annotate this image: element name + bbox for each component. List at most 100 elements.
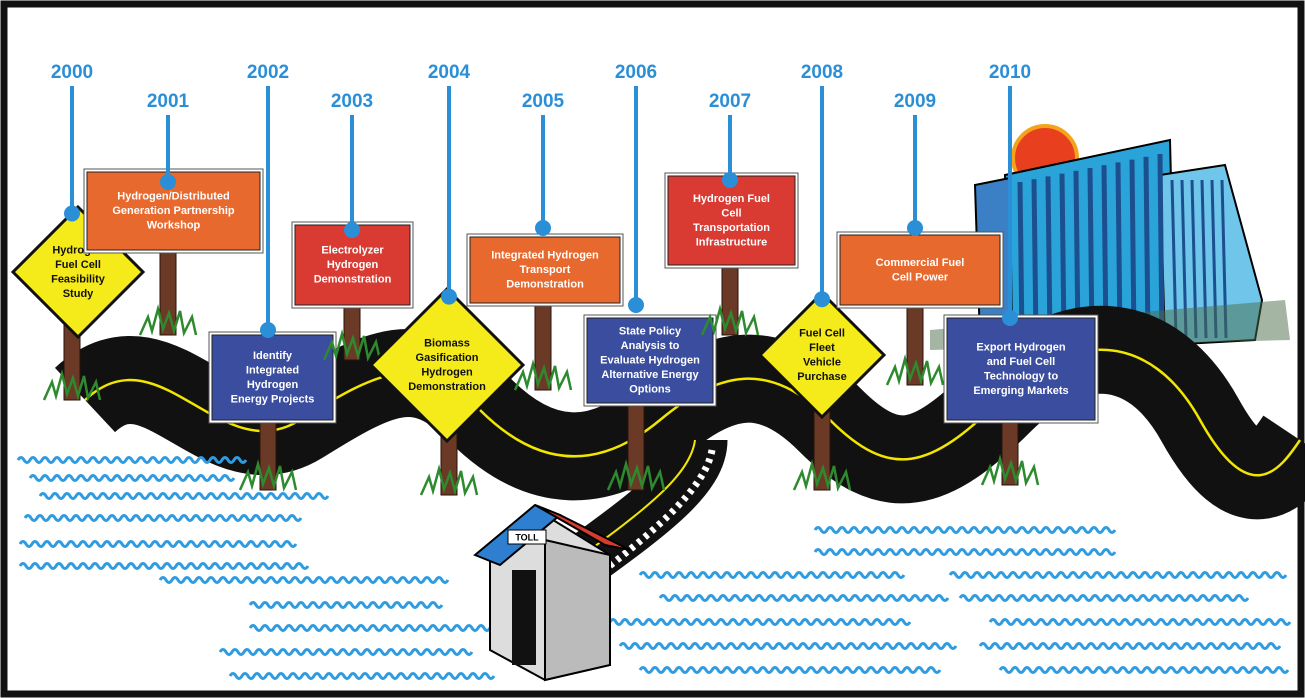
year-label: 2002 bbox=[247, 62, 289, 83]
wave bbox=[608, 618, 912, 626]
sign-text: Commercial Fuel Cell Power bbox=[876, 257, 965, 284]
window-stripe bbox=[1031, 179, 1039, 341]
sign-post bbox=[159, 239, 177, 336]
sign-text: Identify Integrated Hydrogen Energy Project… bbox=[231, 350, 315, 406]
sign-board bbox=[667, 175, 796, 266]
sign-line: Cell Power bbox=[892, 271, 949, 283]
window-stripe bbox=[1045, 176, 1053, 341]
wave bbox=[218, 648, 474, 656]
pin-dot bbox=[722, 172, 738, 188]
sign-line: Export Hydrogen bbox=[976, 341, 1066, 353]
grass bbox=[238, 459, 298, 492]
pin-dot bbox=[535, 220, 551, 236]
sign-text: Hydrogen Fuel Cell Transportation Infrastru… bbox=[693, 193, 770, 249]
sign-line: Infrastructure bbox=[696, 236, 768, 248]
pin-dot bbox=[628, 297, 644, 313]
grass bbox=[42, 369, 102, 402]
grass bbox=[885, 354, 945, 387]
sign-line: Transport bbox=[520, 264, 571, 276]
sign-line: Evaluate Hydrogen bbox=[600, 354, 700, 366]
wave bbox=[638, 571, 906, 579]
pin-dot bbox=[814, 291, 830, 308]
wave bbox=[813, 526, 1117, 534]
year-label: 2010 bbox=[989, 62, 1031, 83]
year-label: 2000 bbox=[51, 62, 93, 83]
wave bbox=[16, 456, 248, 464]
wave bbox=[813, 548, 1117, 556]
wave bbox=[638, 666, 942, 674]
sign-line: Hydrogen bbox=[327, 259, 379, 271]
timeline: Hydrogen Fuel Cell Feasibility Study 2000 Hyd… bbox=[10, 62, 1099, 497]
pin-dot bbox=[907, 220, 923, 236]
water bbox=[16, 456, 1292, 680]
sign-line: Commercial Fuel bbox=[876, 257, 965, 269]
wave bbox=[248, 624, 492, 632]
sign-line: Gasification bbox=[416, 352, 479, 364]
sign-post bbox=[627, 392, 645, 491]
window-stripe bbox=[1143, 156, 1151, 341]
sign-post bbox=[534, 292, 552, 391]
sign-text: Fuel Cell Fleet Vehicle Purchase bbox=[797, 327, 847, 383]
year-label: 2006 bbox=[615, 62, 657, 83]
sign-diamond bbox=[757, 290, 887, 420]
sign-line: Hydrogen/Distributed bbox=[117, 190, 229, 202]
sign-board bbox=[211, 334, 334, 421]
wave bbox=[248, 601, 444, 609]
sign-line: Vehicle bbox=[803, 356, 841, 368]
sign-line: Biomass bbox=[424, 337, 470, 349]
sign-line: Alternative Energy bbox=[601, 369, 699, 381]
sign-line: Technology to bbox=[984, 370, 1059, 382]
sign-line: Emerging Markets bbox=[973, 385, 1068, 397]
wave bbox=[228, 672, 496, 680]
sign-line: Cell bbox=[721, 207, 741, 219]
wave bbox=[978, 642, 1282, 650]
sign-board bbox=[294, 224, 411, 306]
pin-dot bbox=[1002, 310, 1018, 326]
year-label: 2007 bbox=[709, 91, 751, 112]
sign-board bbox=[469, 236, 621, 304]
pin-dot bbox=[64, 205, 80, 222]
sign-line: Workshop bbox=[147, 219, 201, 231]
sign-line: Feasibility bbox=[51, 273, 106, 285]
year-label: 2003 bbox=[331, 91, 373, 112]
sign-board bbox=[586, 317, 714, 404]
wave bbox=[158, 576, 450, 584]
wave bbox=[948, 571, 1288, 579]
sign-line: Demonstration bbox=[314, 273, 392, 285]
booth-roof bbox=[534, 504, 631, 551]
sign-line: State Policy bbox=[619, 325, 682, 337]
window-stripe bbox=[1017, 181, 1025, 341]
sign-diamond bbox=[368, 286, 526, 444]
sign-line: Energy Projects bbox=[231, 393, 315, 405]
wave bbox=[28, 474, 236, 482]
wave bbox=[658, 594, 950, 602]
sign-line: Fuel Cell bbox=[799, 327, 845, 339]
sign-text: State Policy Analysis to Evaluate Hydrogen… bbox=[600, 325, 700, 395]
sign-line: Hydrogen bbox=[421, 366, 473, 378]
grass bbox=[792, 459, 852, 492]
wave bbox=[988, 618, 1292, 626]
pin-dot bbox=[160, 174, 176, 190]
wave bbox=[958, 594, 1250, 602]
sign-line: Options bbox=[629, 383, 671, 395]
sign-text: Integrated Hydrogen Transport Demonstratio… bbox=[491, 249, 599, 290]
grass bbox=[138, 304, 198, 337]
pin-dot bbox=[344, 222, 360, 238]
wave bbox=[38, 492, 330, 500]
sign-line: Study bbox=[63, 288, 94, 300]
sign-line: and Fuel Cell bbox=[987, 356, 1055, 368]
grass bbox=[322, 329, 382, 362]
wave bbox=[23, 514, 303, 522]
wave bbox=[998, 666, 1290, 674]
sign-board bbox=[946, 317, 1096, 421]
window-stripe bbox=[1157, 153, 1165, 341]
toll-label: TOLL bbox=[515, 532, 539, 542]
sign-line: Transportation bbox=[693, 222, 770, 234]
year-label: 2008 bbox=[801, 62, 843, 83]
sign-line: Generation Partnership bbox=[112, 205, 235, 217]
pin-dot bbox=[441, 288, 457, 305]
sign-text: Hydrogen/Distributed Generation Partnersh… bbox=[112, 190, 235, 231]
grass bbox=[419, 464, 479, 497]
sign-line: Integrated Hydrogen bbox=[491, 249, 599, 261]
wave bbox=[18, 540, 298, 548]
